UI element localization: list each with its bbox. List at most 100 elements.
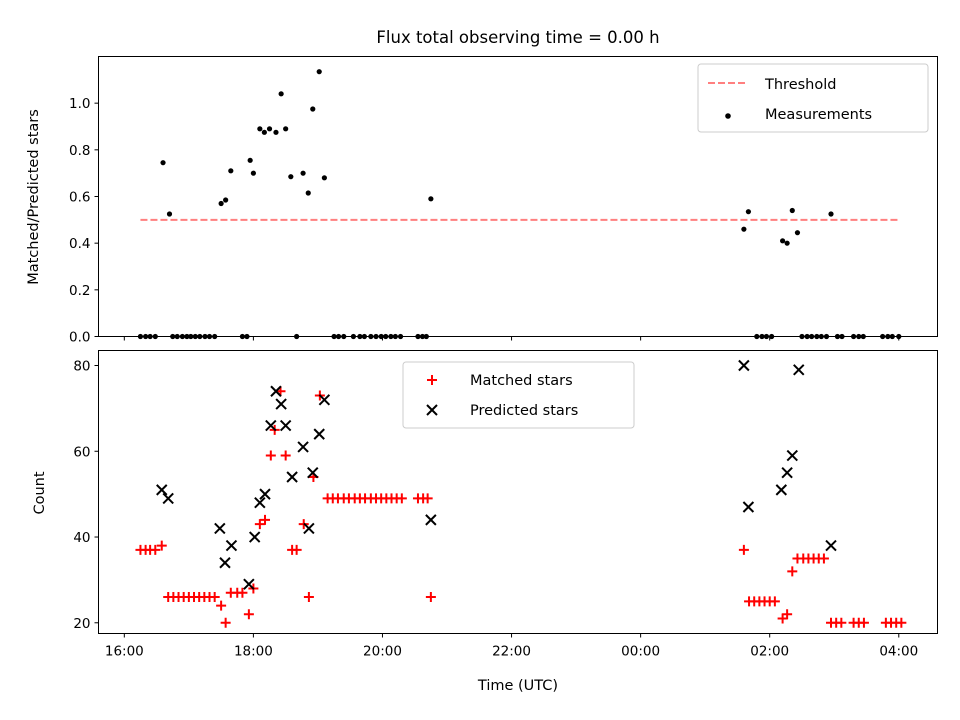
bottom-legend-box: [402, 361, 635, 429]
bottom-y-tick-label: 60: [73, 444, 90, 460]
predicted-star-marker: [825, 539, 837, 552]
matched-star-marker: [782, 609, 793, 620]
predicted-star-marker: [225, 539, 238, 552]
matched-star-marker: [836, 617, 847, 628]
matched-star-marker: [291, 544, 302, 555]
matched-star-point: [858, 617, 869, 628]
matched-star-point: [303, 592, 314, 603]
predicted-star-marker: [219, 557, 231, 569]
predicted-star-point: [738, 359, 750, 372]
measurement-point: [745, 209, 752, 215]
predicted-star-point: [162, 492, 174, 505]
bottom-y-tick-label: 80: [73, 359, 90, 375]
predicted-star-point: [279, 419, 292, 432]
bottom-y-axis-label: Count: [32, 471, 48, 514]
matched-star-marker: [209, 592, 220, 603]
top-legend: Threshold Measurements: [697, 63, 929, 133]
measurement-point: [300, 170, 306, 176]
matched-star-point: [265, 450, 276, 461]
predicted-star-marker: [254, 497, 266, 509]
bottom-x-tick-label: 00:00: [621, 644, 660, 660]
matched-star-point: [237, 587, 248, 598]
matched-star-point: [280, 450, 291, 461]
legend-measurements-swatch: [725, 113, 731, 119]
top-legend-box: [697, 63, 929, 133]
predicted-star-marker: [214, 522, 226, 535]
bottom-plot-content: [135, 359, 907, 628]
predicted-star-point: [243, 578, 255, 590]
measurement-point: [166, 211, 173, 217]
matched-star-point: [216, 600, 227, 611]
legend-threshold-label: Threshold: [764, 77, 836, 93]
matched-star-point: [254, 519, 265, 530]
matched-star-marker: [156, 540, 167, 551]
measurement-point: [273, 129, 279, 135]
matched-star-marker: [896, 617, 907, 628]
matched-star-marker: [280, 450, 291, 461]
matched-star-marker: [243, 609, 254, 620]
predicted-star-point: [303, 522, 315, 535]
matched-star-point: [787, 566, 798, 577]
predicted-star-marker: [303, 522, 315, 535]
predicted-star-point: [793, 364, 805, 376]
top-y-tick-label: 0.2: [69, 283, 90, 299]
measurement-point: [160, 160, 166, 166]
predicted-star-point: [425, 514, 437, 526]
measurement-point: [266, 126, 273, 132]
matched-star-point: [818, 553, 829, 564]
predicted-star-marker: [275, 398, 287, 410]
legend-matched-swatch: [427, 375, 437, 385]
matched-star-marker: [422, 493, 433, 504]
predicted-star-point: [265, 419, 277, 432]
matched-star-marker: [858, 617, 869, 628]
predicted-star-point: [313, 428, 325, 440]
top-y-tick-label: 0.0: [69, 330, 90, 346]
predicted-star-marker: [297, 441, 309, 453]
matched-star-point: [243, 609, 254, 620]
measurement-point: [780, 238, 786, 244]
predicted-star-marker: [156, 484, 168, 496]
matched-star-point: [836, 617, 847, 628]
matched-star-point: [769, 596, 780, 607]
predicted-star-marker: [162, 492, 174, 505]
bottom-y-tick-label: 40: [73, 530, 90, 546]
matched-star-point: [396, 493, 407, 504]
predicted-star-point: [254, 497, 266, 509]
predicted-star-marker: [425, 514, 437, 526]
matched-star-marker: [265, 450, 276, 461]
predicted-star-point: [786, 449, 798, 462]
matched-star-point: [260, 514, 271, 525]
predicted-star-point: [156, 484, 168, 496]
predicted-star-marker: [286, 471, 298, 483]
measurement-point: [283, 126, 289, 132]
legend-predicted-marker: [426, 404, 438, 416]
bottom-x-tick-label: 04:00: [879, 644, 918, 660]
predicted-star-point: [219, 557, 231, 569]
matched-star-marker: [237, 587, 248, 598]
measurement-point: [789, 207, 795, 214]
predicted-star-point: [275, 398, 287, 410]
legend-matched-label: Matched stars: [470, 373, 573, 389]
top-y-tick-label: 0.6: [69, 190, 90, 206]
top-y-tick-label: 0.8: [69, 143, 90, 159]
matched-star-marker: [738, 544, 749, 555]
matched-star-marker: [396, 493, 407, 504]
bottom-axes-frame: [98, 350, 938, 634]
matched-star-point: [425, 592, 436, 603]
chart-title: Flux total observing time = 0.00 h: [376, 28, 659, 47]
measurement-point: [250, 170, 256, 176]
bottom-x-tick-label: 02:00: [750, 644, 789, 660]
predicted-star-marker: [313, 428, 325, 440]
top-panel: 0.0 0.2 0.4 0.6 0.8 1.0 Matched/Predicted sta…: [26, 56, 938, 346]
matched-star-point: [782, 609, 793, 620]
predicted-star-point: [270, 385, 282, 397]
measurement-point: [278, 91, 284, 97]
bottom-y-tick-label: 20: [73, 616, 90, 632]
measurement-point: [247, 157, 253, 163]
matched-star-marker: [216, 600, 227, 611]
predicted-star-point: [248, 531, 261, 543]
measurement-point: [223, 197, 229, 203]
matched-star-point: [156, 540, 167, 551]
measurement-point: [828, 211, 834, 217]
